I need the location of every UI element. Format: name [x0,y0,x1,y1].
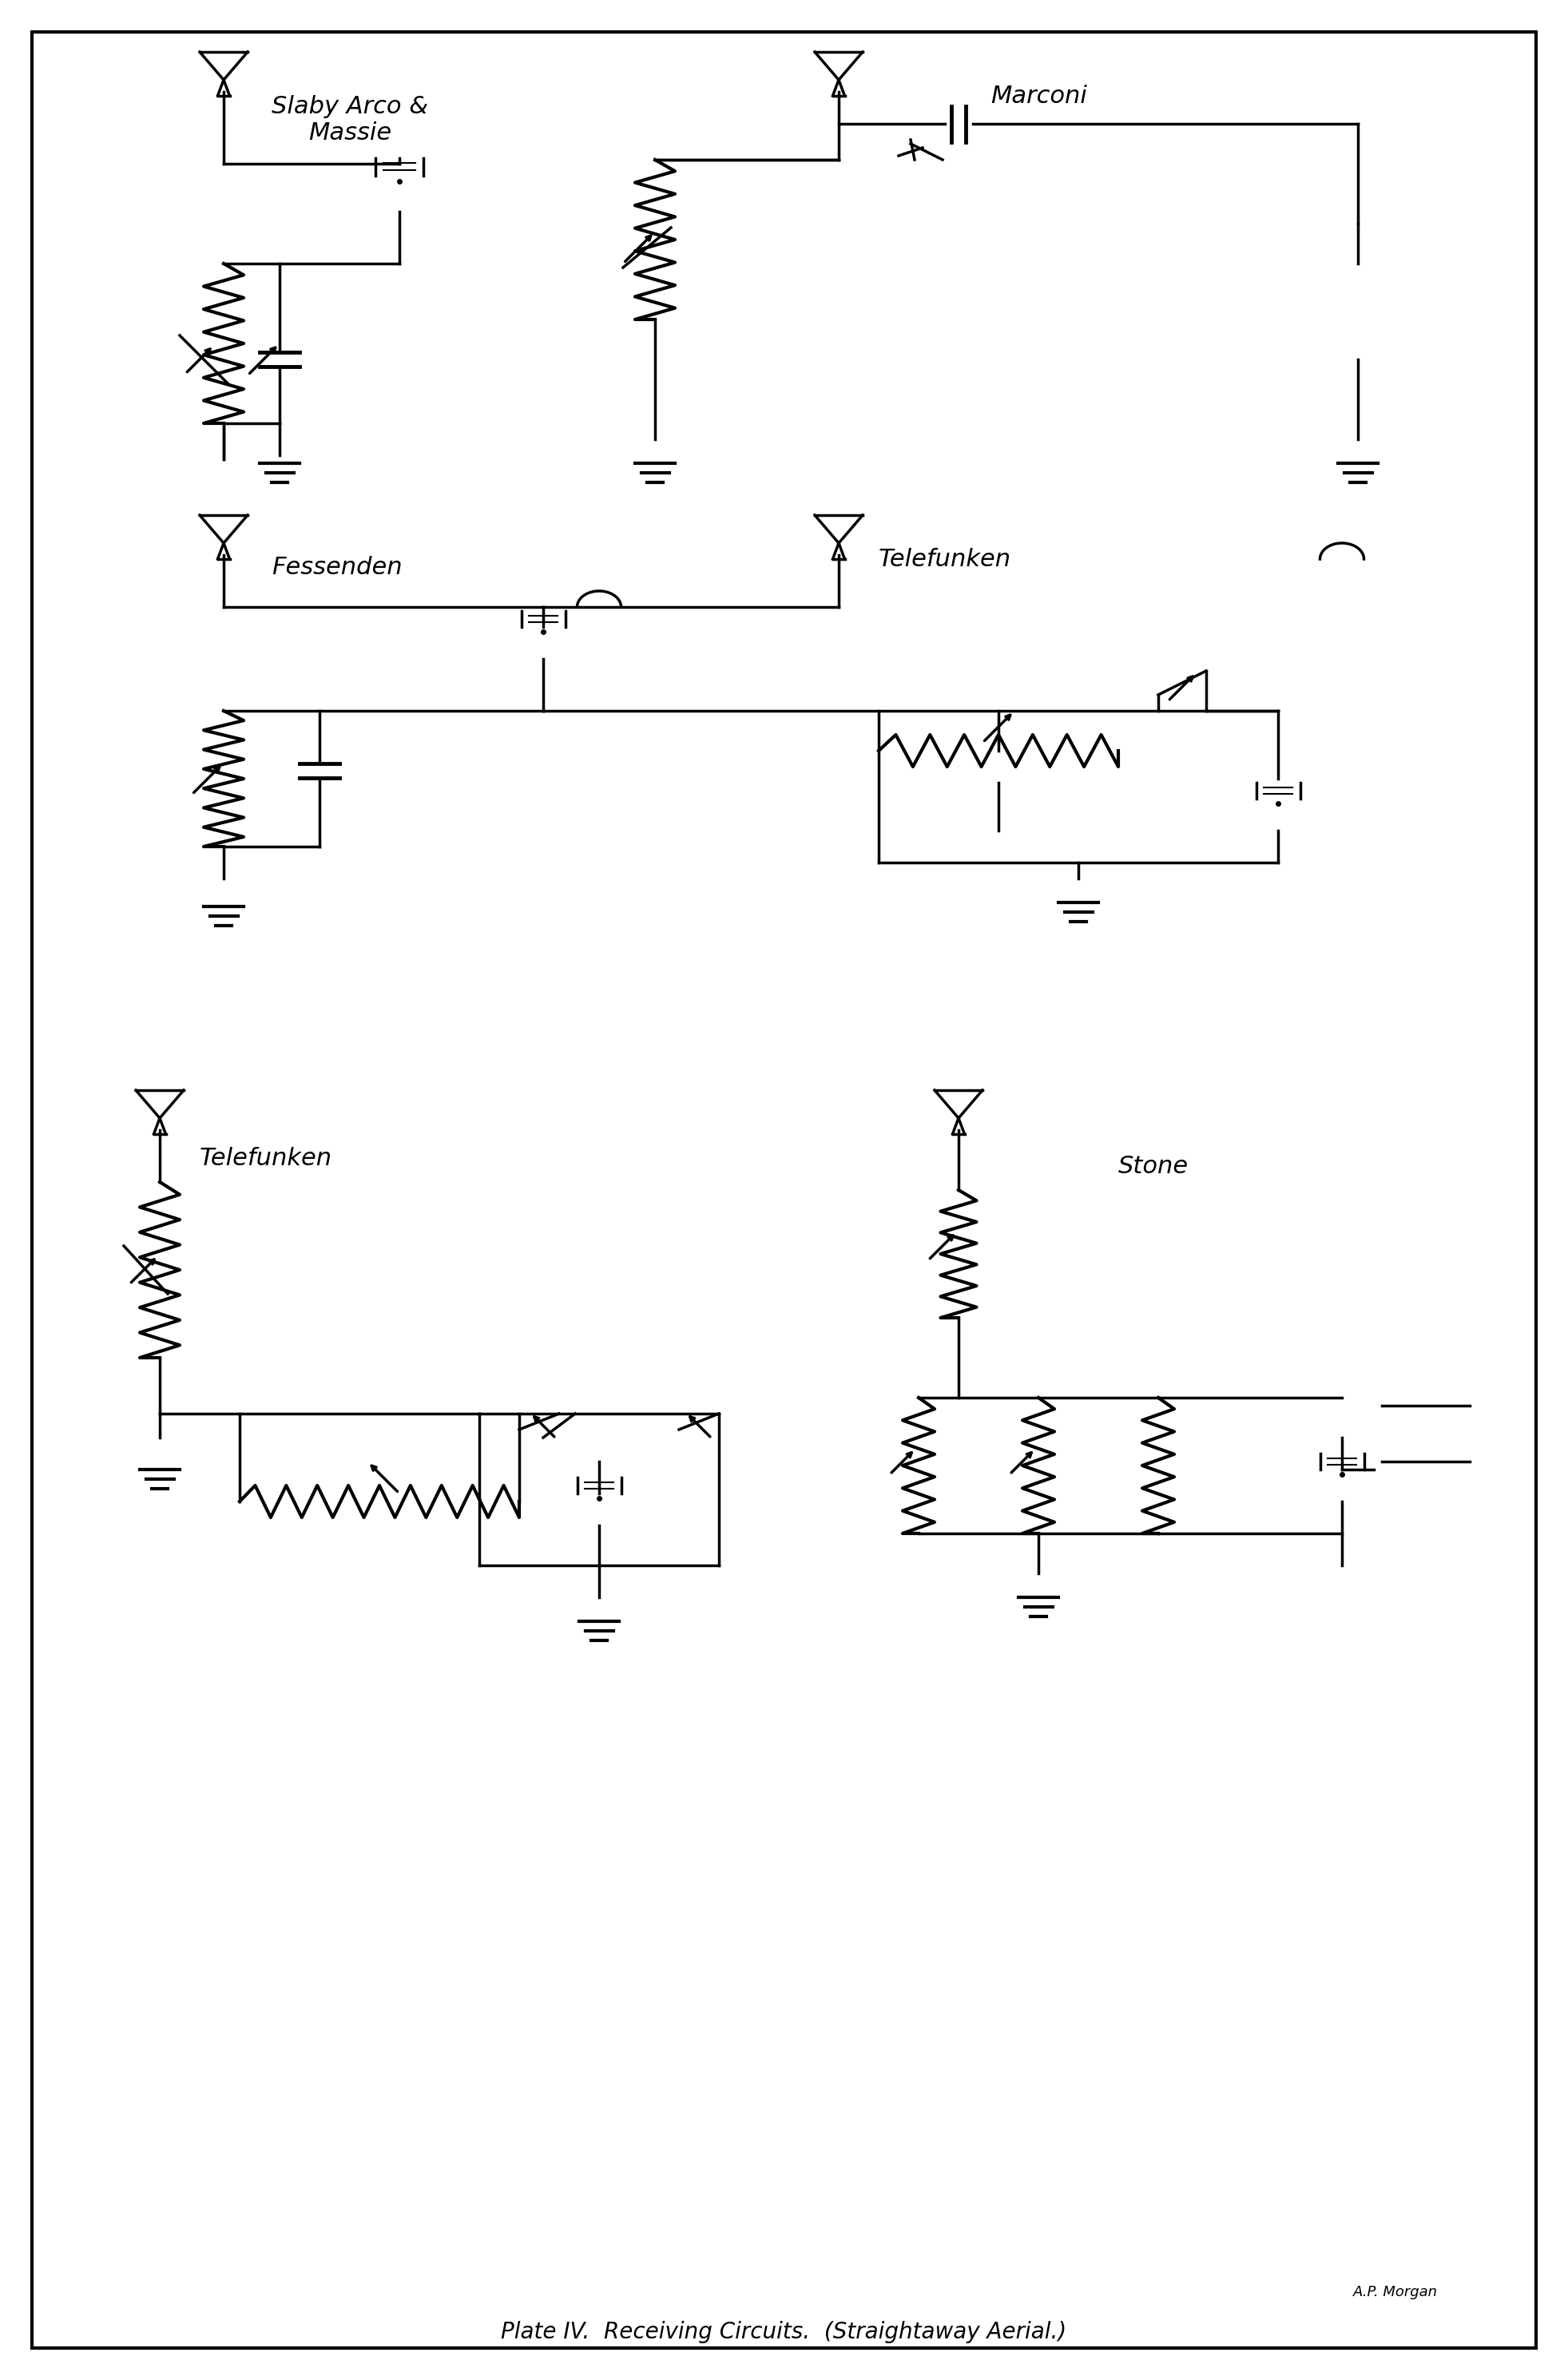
Text: A.P. Morgan: A.P. Morgan [1353,2285,1438,2299]
Text: Telefunken: Telefunken [199,1147,332,1169]
Text: Fessenden: Fessenden [271,555,403,578]
Bar [1374,1245,1477,1566]
Text: Stone: Stone [1118,1154,1189,1178]
Text: Plate IV.  Receiving Circuits.  (Straightaway Aerial.): Plate IV. Receiving Circuits. (Straighta… [500,2320,1066,2344]
Text: Telefunken: Telefunken [878,547,1011,571]
FancyBboxPatch shape [31,31,1537,2349]
Text: Slaby Arco &
Massie: Slaby Arco & Massie [271,95,428,145]
Bar [1270,264,1446,359]
Text: Marconi: Marconi [991,83,1087,107]
